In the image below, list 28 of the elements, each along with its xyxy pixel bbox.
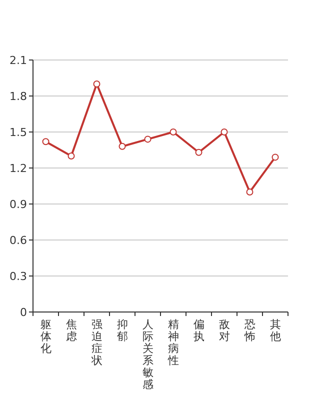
y-tick-label: 0.3 bbox=[10, 270, 27, 283]
x-tick-label: 焦虑 bbox=[66, 318, 77, 343]
x-tick-label: 其他 bbox=[270, 318, 281, 343]
x-tick-label: 恐怖 bbox=[243, 318, 256, 343]
point bbox=[42, 138, 50, 146]
x-tick-label: 抑郁 bbox=[116, 318, 128, 343]
y-tick-label: 0 bbox=[20, 306, 27, 319]
y-tick-label: 1.8 bbox=[10, 90, 27, 103]
point bbox=[220, 128, 228, 136]
point bbox=[170, 128, 177, 136]
x-tick-label: 人际关系敏感 bbox=[142, 318, 154, 391]
y-tick-label: 1.2 bbox=[10, 162, 27, 175]
x-tick-label: 敌对 bbox=[218, 318, 230, 343]
x-tick-label: 躯体化 bbox=[40, 318, 52, 355]
point bbox=[195, 148, 202, 156]
point bbox=[118, 142, 126, 150]
x-tick-label: 强迫症状 bbox=[90, 318, 102, 367]
y-tick-label: 0.9 bbox=[10, 198, 27, 211]
point bbox=[93, 80, 100, 88]
x-tick-label: 精神病性 bbox=[166, 318, 179, 367]
y-tick-label: 1.5 bbox=[10, 126, 27, 139]
point bbox=[68, 152, 75, 160]
point bbox=[246, 188, 254, 196]
y-tick-label: 2.1 bbox=[10, 54, 27, 67]
x-tick-label: 偏执 bbox=[193, 318, 204, 343]
y-tick-label: 0.6 bbox=[10, 234, 27, 247]
point bbox=[144, 136, 152, 143]
point bbox=[272, 154, 279, 161]
